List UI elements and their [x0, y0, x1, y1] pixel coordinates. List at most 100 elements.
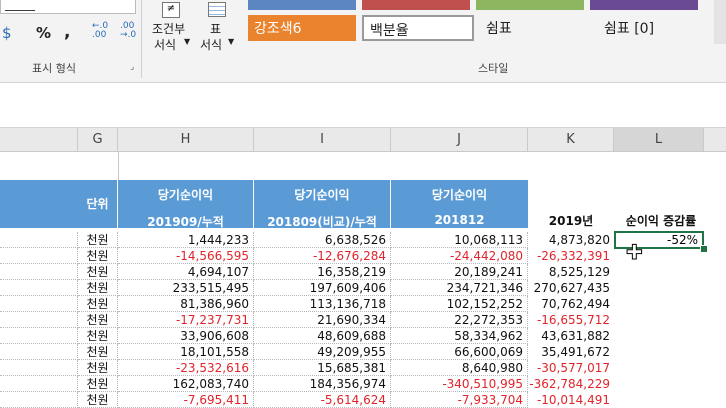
format-as-table-button[interactable]: 표 서식 ▼ — [196, 0, 238, 56]
cell-k[interactable]: 270,627,435 — [533, 281, 610, 295]
column-header-j[interactable]: J — [391, 128, 528, 151]
cell-i[interactable]: -5,614,624 — [254, 392, 391, 408]
header-k[interactable]: 2019년 — [548, 214, 594, 228]
cell-k[interactable]: -10,014,491 — [536, 393, 610, 407]
row-blank-cell[interactable] — [0, 376, 78, 392]
cell-i[interactable]: 15,685,381 — [254, 360, 391, 376]
cell-h[interactable]: -17,237,731 — [118, 312, 254, 328]
cell-unit[interactable]: 천원 — [78, 344, 118, 360]
cell-j[interactable]: 66,600,069 — [391, 344, 528, 360]
row-blank-cell[interactable] — [0, 232, 78, 248]
row-blank-cell[interactable] — [0, 264, 78, 280]
row-blank-cell[interactable] — [0, 312, 78, 328]
cell-style-top2[interactable] — [362, 0, 470, 10]
cell-style-top3[interactable] — [476, 0, 584, 10]
row-blank-cell[interactable] — [0, 392, 78, 408]
cell-k[interactable]: -26,332,391 — [536, 249, 610, 263]
increase-decimal-button[interactable]: ←.0 .00 — [92, 21, 109, 40]
cell-k[interactable]: 8,525,129 — [548, 265, 610, 279]
cell-i[interactable]: 21,690,334 — [254, 312, 391, 328]
cell-j[interactable]: 234,721,346 — [391, 280, 528, 296]
selected-cell[interactable]: -52% — [614, 231, 704, 249]
column-header-i[interactable]: I — [254, 128, 391, 151]
cell-unit[interactable]: 천원 — [78, 312, 118, 328]
cell-h[interactable]: 1,444,233 — [118, 232, 254, 248]
cell-i[interactable]: 48,609,688 — [254, 328, 391, 344]
conditional-format-button[interactable]: ≠ 조건부 서식 ▼ — [148, 0, 192, 56]
cell-j[interactable]: 58,334,962 — [391, 328, 528, 344]
cell-unit[interactable]: 천원 — [78, 280, 118, 296]
cell-h[interactable]: -14,566,595 — [118, 248, 254, 264]
decrease-decimal-button[interactable]: .00 →.0 — [120, 21, 137, 40]
cell-h[interactable]: 81,386,960 — [118, 296, 254, 312]
cell-k[interactable]: -30,577,017 — [536, 361, 610, 375]
cell-i[interactable]: 113,136,718 — [254, 296, 391, 312]
cell-j[interactable]: 102,152,252 — [391, 296, 528, 312]
cell-h[interactable]: 162,083,740 — [118, 376, 254, 392]
cell-style-percent[interactable]: 백분율 — [362, 15, 474, 41]
sheet-grid[interactable]: 단위 당기순이익 201909/누적 당기순이익 201809(비교)/누적 당… — [0, 152, 726, 408]
cell-j[interactable]: -340,510,995 — [391, 376, 528, 392]
header-unit[interactable]: 단위 — [78, 180, 118, 228]
cell-j[interactable]: 22,272,353 — [391, 312, 528, 328]
cell-i[interactable]: 184,356,974 — [254, 376, 391, 392]
currency-format-button[interactable]: $ — [2, 24, 12, 42]
number-format-dropdown[interactable]: _____ — [0, 0, 136, 14]
gallery-scroll[interactable] — [714, 0, 726, 44]
cell-k[interactable]: 43,631,882 — [541, 329, 610, 343]
cell-k[interactable]: 70,762,494 — [541, 297, 610, 311]
row-blank-cell[interactable] — [0, 328, 78, 344]
comma-style-button[interactable]: , — [64, 22, 71, 42]
cell-h[interactable]: 4,694,107 — [118, 264, 254, 280]
cell-i[interactable]: 16,358,219 — [254, 264, 391, 280]
cell-k[interactable]: 35,491,672 — [541, 345, 610, 359]
cell-style-top1[interactable] — [248, 0, 356, 10]
cell-j[interactable]: 8,640,980 — [391, 360, 528, 376]
header-h[interactable]: 당기순이익 201909/누적 — [118, 180, 254, 229]
cell-j[interactable]: -24,442,080 — [391, 248, 528, 264]
cell-style-top4[interactable] — [590, 0, 698, 10]
cell-unit[interactable]: 천원 — [78, 376, 118, 392]
cell-h[interactable]: -23,532,616 — [118, 360, 254, 376]
formula-bar-area[interactable] — [0, 83, 726, 128]
row-blank-cell[interactable] — [0, 344, 78, 360]
cell-unit[interactable]: 천원 — [78, 360, 118, 376]
row-blank-cell[interactable] — [0, 280, 78, 296]
column-header-l[interactable]: L — [614, 128, 704, 151]
header-j[interactable]: 당기순이익 201812 — [391, 180, 528, 228]
cell-unit[interactable]: 천원 — [78, 232, 118, 248]
cell-unit[interactable]: 천원 — [78, 328, 118, 344]
header-l[interactable]: 순이익 증감률 — [625, 214, 697, 228]
cell-h[interactable]: 33,906,608 — [118, 328, 254, 344]
cell-k[interactable]: -16,655,712 — [536, 313, 610, 327]
column-header-h[interactable]: H — [118, 128, 254, 151]
cell-i[interactable]: 49,209,955 — [254, 344, 391, 360]
cell-unit[interactable]: 천원 — [78, 392, 118, 408]
cell-unit[interactable]: 천원 — [78, 264, 118, 280]
cell-h[interactable]: -7,695,411 — [118, 392, 254, 408]
fill-handle[interactable] — [700, 245, 708, 253]
row-blank-cell[interactable] — [0, 360, 78, 376]
cell-h[interactable]: 18,101,558 — [118, 344, 254, 360]
cell-j[interactable]: 10,068,113 — [391, 232, 528, 248]
cell-j[interactable]: -7,933,704 — [391, 392, 528, 408]
header-i[interactable]: 당기순이익 201809(비교)/누적 — [254, 180, 391, 229]
cell-k[interactable]: 4,873,820 — [548, 233, 610, 247]
row-blank-cell[interactable] — [0, 248, 78, 264]
cell-i[interactable]: 197,609,406 — [254, 280, 391, 296]
column-header-k[interactable]: K — [528, 128, 614, 151]
percent-style-button[interactable]: % — [36, 24, 52, 42]
cell-style-comma0[interactable]: 쉼표 [0] — [604, 21, 655, 37]
cell-i[interactable]: 6,638,526 — [254, 232, 391, 248]
row-blank-cell[interactable] — [0, 296, 78, 312]
column-header-g[interactable]: G — [78, 128, 118, 151]
cell-h[interactable]: 233,515,495 — [118, 280, 254, 296]
cell-k[interactable]: -362,784,229 — [529, 377, 610, 391]
cell-unit[interactable]: 천원 — [78, 248, 118, 264]
number-dialog-launcher-icon[interactable]: ⌟ — [130, 62, 135, 72]
cell-j[interactable]: 20,189,241 — [391, 264, 528, 280]
cell-style-comma[interactable]: 쉼표 — [486, 21, 512, 37]
cell-i[interactable]: -12,676,284 — [254, 248, 391, 264]
cell-unit[interactable]: 천원 — [78, 296, 118, 312]
cell-style-accent6[interactable]: 강조색6 — [248, 15, 356, 41]
